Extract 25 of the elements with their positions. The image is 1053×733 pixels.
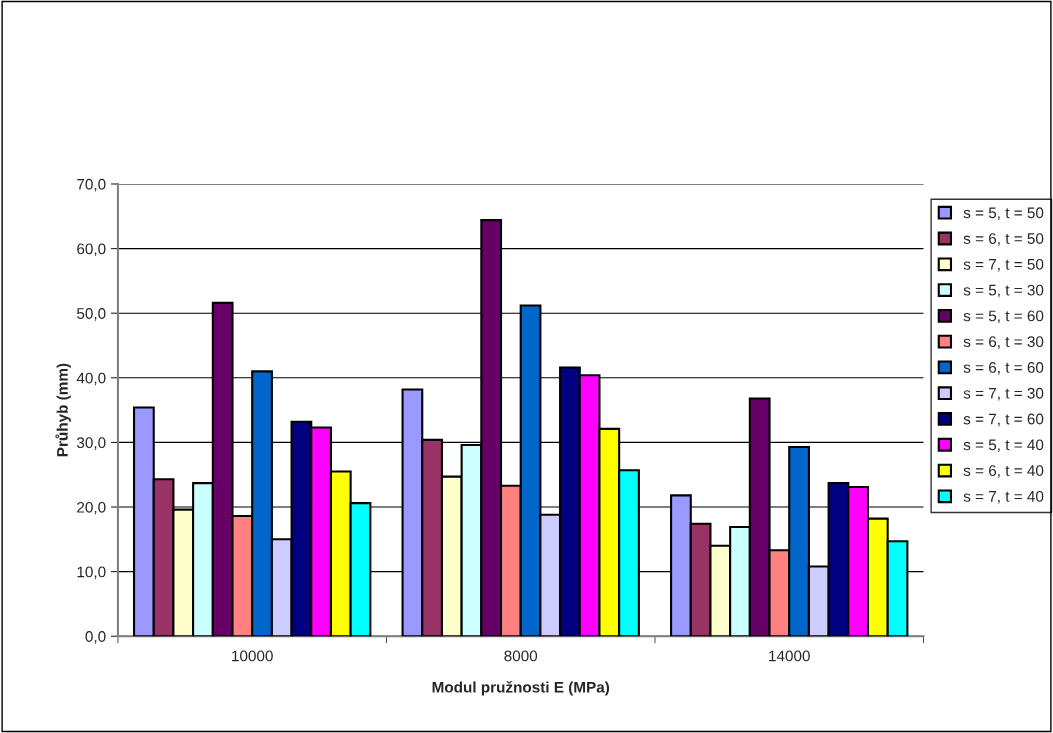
- legend-label: s = 7, t = 40: [963, 490, 1044, 504]
- y-tick-label: 10,0: [77, 566, 106, 580]
- legend-label: s = 7, t = 30: [963, 387, 1044, 401]
- legend-label: s = 6, t = 30: [963, 336, 1044, 349]
- y-axis-title: Průhyb (mm): [55, 363, 71, 457]
- legend-label: s = 5, t = 60: [963, 310, 1044, 324]
- y-tick-label: 60,0: [77, 243, 106, 257]
- y-tick-label: 40,0: [76, 372, 106, 386]
- x-tick-label: 8000: [504, 650, 538, 662]
- x-tick-label: 10000: [232, 650, 273, 662]
- y-tick-label: 50,0: [77, 308, 106, 321]
- y-tick-label: 70,0: [77, 178, 106, 192]
- legend-label: s = 6, t = 50: [963, 233, 1044, 246]
- x-axis-title: Modul pružnosti E (MPa): [432, 681, 610, 696]
- legend-label: s = 6, t = 60: [963, 362, 1044, 375]
- legend-label: s = 5, t = 40: [963, 439, 1044, 453]
- legend-label: s = 5, t = 50: [963, 207, 1044, 220]
- legend-label: s = 7, t = 50: [963, 258, 1044, 272]
- y-tick-label: 0,0: [85, 631, 106, 644]
- y-tick-label: 30,0: [76, 437, 106, 450]
- y-tick-label: 20,0: [77, 501, 106, 515]
- legend-label: s = 5, t = 30: [963, 284, 1044, 298]
- legend-label: s = 7, t = 60: [963, 413, 1044, 427]
- x-tick-label: 14000: [769, 650, 810, 662]
- legend-label: s = 6, t = 40: [963, 465, 1044, 478]
